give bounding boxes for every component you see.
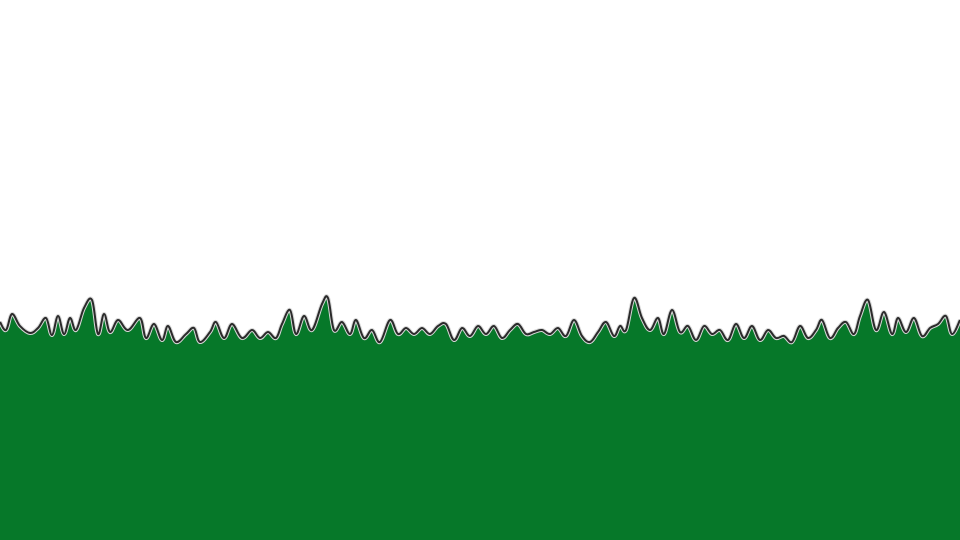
grass-fill (0, 296, 960, 540)
grass-edge-outline (0, 295, 960, 344)
